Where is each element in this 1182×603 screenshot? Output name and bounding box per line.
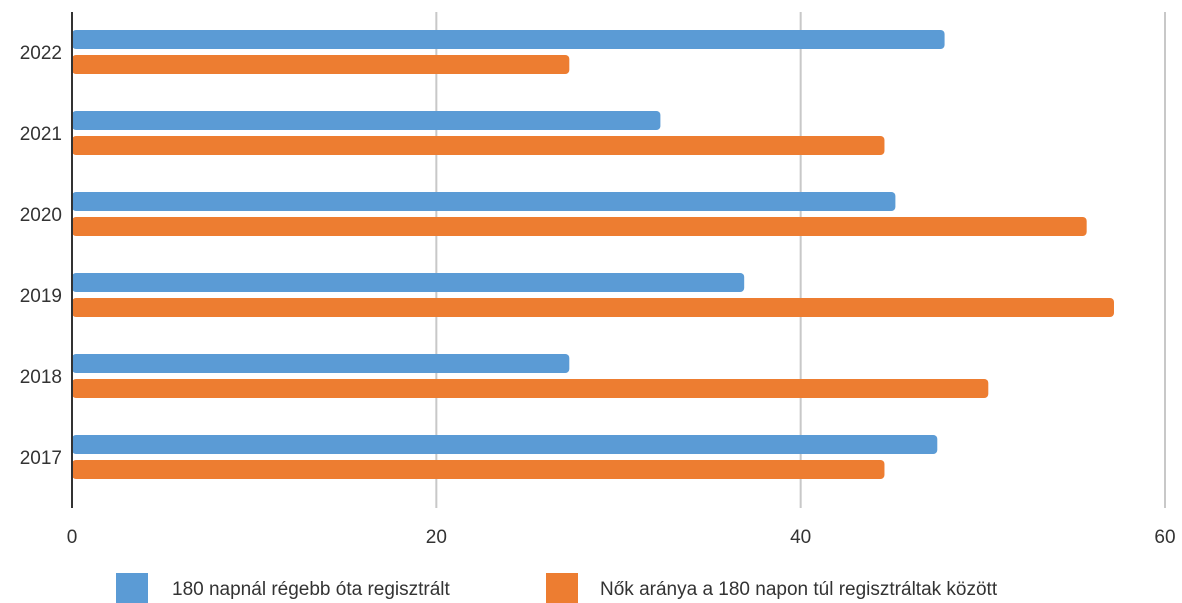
bar-series2-2019: [72, 298, 1114, 317]
bar-series1-2019: [72, 273, 745, 292]
bar-series1-2020: [72, 192, 896, 211]
bar-series2-2021: [72, 136, 885, 155]
x-tick-labels: 0 20 40 60: [67, 527, 1176, 548]
bars: [72, 30, 1114, 479]
y-tick-label: 2017: [20, 448, 62, 469]
gridlines: [435, 12, 1166, 508]
y-tick-label: 2019: [20, 286, 62, 307]
x-tick-label: 0: [67, 527, 78, 548]
x-tick-label: 20: [426, 527, 447, 548]
bar-series1-2021: [72, 111, 661, 130]
y-tick-label: 2020: [20, 205, 62, 226]
legend-swatch: [116, 573, 148, 603]
x-tick-label: 60: [1154, 527, 1175, 548]
y-tick-label: 2018: [20, 367, 62, 388]
bar-series2-2017: [72, 460, 885, 479]
bar-series1-2018: [72, 354, 570, 373]
legend: 180 napnál régebb óta regisztrált Nők ará…: [116, 573, 998, 603]
y-tick-label: 2022: [20, 43, 62, 64]
bar-series1-2017: [72, 435, 938, 454]
bar-series2-2018: [72, 379, 989, 398]
bar-series2-2022: [72, 55, 570, 74]
legend-label: 180 napnál régebb óta regisztrált: [172, 579, 451, 600]
legend-label: Nők aránya a 180 napon túl regisztráltak…: [600, 579, 998, 600]
x-tick-label: 40: [790, 527, 811, 548]
legend-swatch: [546, 573, 578, 603]
bar-series2-2020: [72, 217, 1087, 236]
bar-series1-2022: [72, 30, 945, 49]
y-tick-labels: 2022 2021 2020 2019 2018 2017: [20, 43, 62, 469]
y-tick-label: 2021: [20, 124, 62, 145]
